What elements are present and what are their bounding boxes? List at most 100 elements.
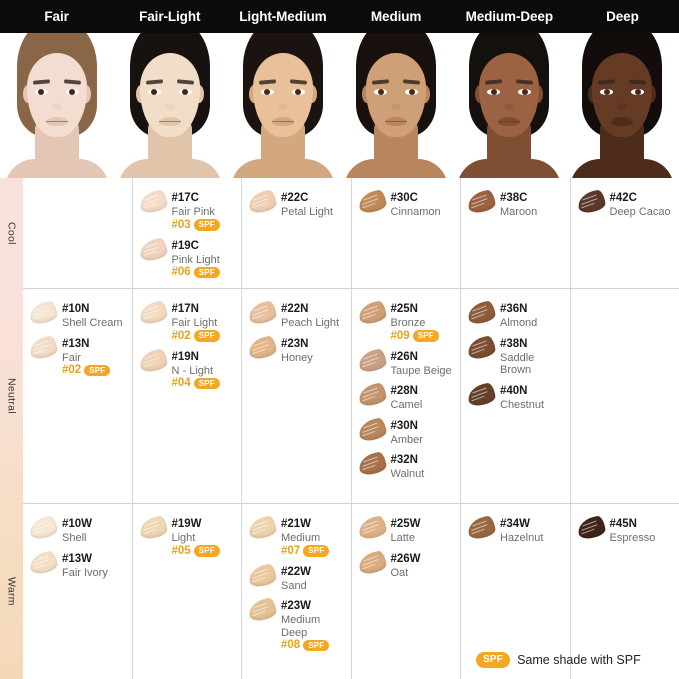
shade-swatch-icon	[28, 549, 59, 575]
shade-code: #10N	[62, 303, 90, 315]
shade-34w[interactable]: #34W Hazelnut	[466, 514, 566, 545]
shade-17n[interactable]: #17N Fair Light #02 SPF	[138, 299, 238, 343]
spf-row: #02 SPF	[172, 330, 220, 343]
shade-name: Espresso	[609, 532, 656, 544]
shade-23n[interactable]: #23N Honey	[247, 334, 347, 365]
shade-code: #26N	[390, 350, 419, 363]
shade-26w[interactable]: #26W Oat	[357, 549, 457, 580]
spf-legend-label: Same shade with SPF	[517, 652, 641, 667]
shade-10w[interactable]: #10W Shell	[28, 514, 128, 545]
shade-10n[interactable]: #10N Shell Cream	[28, 299, 128, 330]
shade-25w[interactable]: #25W Latte	[357, 514, 457, 545]
shade-swatch-icon	[138, 347, 169, 373]
shade-text: #17N Fair Light #02 SPF	[172, 299, 220, 343]
shade-38n[interactable]: #38N Saddle Brown	[466, 334, 566, 377]
cell-cool-light-medium: #22C Petal Light	[241, 178, 351, 288]
cell-neutral-fair: #10N Shell Cream #13N Fair #02 SPF	[23, 289, 132, 503]
shade-text: #26W Oat	[391, 549, 421, 580]
eye-left	[147, 89, 161, 95]
shade-text: #13W Fair Ivory	[62, 549, 108, 580]
spf-badge-icon: SPF	[412, 330, 439, 342]
shade-name: Amber	[390, 433, 423, 446]
shade-name: Fair Light	[171, 317, 218, 329]
spf-badge-icon: SPF	[193, 377, 220, 390]
shade-swatch-icon	[357, 515, 388, 540]
model-light-medium	[226, 33, 340, 178]
shade-30c[interactable]: #30C Cinnamon	[357, 188, 457, 219]
cell-neutral-fair-light: #17N Fair Light #02 SPF #19N N - Light #04 SPF	[131, 289, 242, 503]
shade-32n[interactable]: #32N Walnut	[357, 450, 457, 481]
cell-neutral-medium: #25N Bronze #09 SPF #26N Taupe Beige #28N Camel…	[350, 289, 461, 503]
nose	[391, 103, 402, 110]
shade-code: #13N	[62, 337, 90, 350]
shade-45n[interactable]: #45N Espresso	[576, 514, 676, 545]
shade-swatch-icon	[28, 515, 59, 540]
cell-cool-fair-light: #17C Fair Pink #03 SPF #19C Pink Light #06 SPF	[131, 178, 242, 288]
shade-swatch-icon	[466, 189, 497, 214]
cell-cool-deep: #42C Deep Cacao	[569, 178, 679, 288]
shade-code: #40N	[500, 384, 528, 397]
shade-grid-body: #17C Fair Pink #03 SPF #19C Pink Light #06 SPF #…	[23, 178, 679, 679]
nose	[277, 103, 288, 110]
tone-row-warm: #10W Shell #13W Fair Ivory #19W Light #05 SPF #2…	[23, 503, 679, 679]
model-medium-deep	[452, 33, 566, 178]
spf-row: #03 SPF	[172, 219, 220, 232]
shade-code: #10W	[62, 518, 93, 530]
shade-21w[interactable]: #21W Medium #07 SPF	[247, 514, 347, 558]
shade-26n[interactable]: #26N Taupe Beige	[357, 347, 457, 378]
shade-30n[interactable]: #30N Amber	[357, 416, 457, 447]
shade-text: #22C Petal Light	[281, 188, 333, 219]
shade-28n[interactable]: #28N Camel	[357, 381, 457, 412]
shade-name: Light	[171, 532, 196, 544]
spf-shade-code: #05	[171, 544, 191, 557]
spf-row: #02 SPF	[62, 364, 111, 377]
lips	[158, 117, 181, 126]
shade-13n[interactable]: #13N Fair #02 SPF	[28, 334, 128, 378]
spf-badge-icon: SPF	[193, 266, 220, 279]
lip-line	[385, 121, 408, 122]
shade-code: #22C	[281, 192, 309, 204]
shade-swatch-icon	[576, 189, 607, 214]
shade-code: #19C	[171, 239, 200, 252]
depth-header-row: Fair Fair-Light Light-Medium Medium Medium-D…	[0, 0, 679, 33]
cell-warm-fair: #10W Shell #13W Fair Ivory	[23, 504, 132, 679]
shade-name: Almond	[500, 317, 538, 329]
shade-code: #17N	[171, 303, 200, 315]
shade-38c[interactable]: #38C Maroon	[466, 188, 566, 219]
spf-badge-icon: SPF	[84, 364, 111, 377]
shade-swatch-icon	[247, 562, 278, 588]
shade-text: #25N Bronze #09 SPF	[391, 299, 439, 343]
shade-swatch-icon	[138, 236, 169, 262]
eye-left	[600, 89, 614, 95]
shade-text: #17C Fair Pink #03 SPF	[172, 188, 220, 232]
undertone-label-cool: Cool	[5, 221, 18, 245]
shade-40n[interactable]: #40N Chestnut	[466, 381, 566, 412]
model-deep	[565, 33, 679, 178]
shade-name: Maroon	[500, 206, 538, 218]
lips	[45, 117, 68, 126]
model-fair-light	[113, 33, 227, 178]
shade-13w[interactable]: #13W Fair Ivory	[28, 549, 128, 580]
shade-19w[interactable]: #19W Light #05 SPF	[138, 514, 238, 558]
shade-25n[interactable]: #25N Bronze #09 SPF	[357, 299, 457, 343]
shade-code: #38C	[500, 192, 528, 204]
shade-42c[interactable]: #42C Deep Cacao	[576, 188, 676, 219]
shade-17c[interactable]: #17C Fair Pink #03 SPF	[138, 188, 238, 232]
shade-swatch-icon	[138, 515, 169, 540]
shade-22w[interactable]: #22W Sand	[247, 562, 347, 593]
shade-text: #10W Shell	[62, 514, 92, 545]
shade-code: #34W	[500, 518, 531, 530]
lip-line	[45, 121, 68, 122]
shade-text: #28N Camel	[391, 381, 423, 412]
shade-name: Walnut	[390, 468, 425, 480]
shade-23w[interactable]: #23W Medium Deep #08 SPF	[247, 596, 347, 652]
shade-22n[interactable]: #22N Peach Light	[247, 299, 347, 330]
lip-line	[271, 121, 294, 122]
shade-name: Medium	[281, 532, 321, 544]
shade-text: #19C Pink Light #06 SPF	[172, 236, 220, 280]
shade-36n[interactable]: #36N Almond	[466, 299, 566, 330]
shade-19n[interactable]: #19N N - Light #04 SPF	[138, 347, 238, 391]
depth-header-medium: Medium	[370, 9, 422, 24]
shade-22c[interactable]: #22C Petal Light	[247, 188, 347, 219]
shade-19c[interactable]: #19C Pink Light #06 SPF	[138, 236, 238, 280]
